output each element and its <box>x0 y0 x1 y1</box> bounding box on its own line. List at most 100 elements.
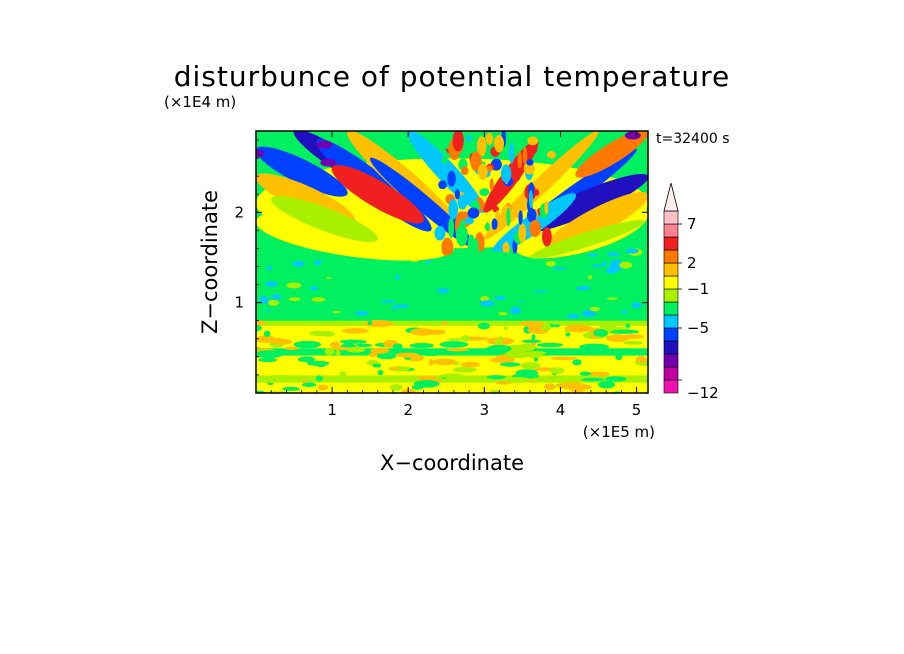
field-streak <box>432 358 457 366</box>
wave-ripple <box>509 142 515 164</box>
x-axis-title: X−coordinate <box>380 451 524 475</box>
field-streak <box>532 367 556 372</box>
wave-ripple <box>464 216 474 225</box>
field-speckle <box>621 310 629 314</box>
colorbar-label: 2 <box>687 254 697 272</box>
field-streak <box>410 328 435 336</box>
wave-ripple <box>438 180 447 190</box>
field-streak <box>531 334 536 341</box>
wave-ripple <box>491 218 498 230</box>
field-speckle <box>259 295 269 304</box>
wave-core <box>256 149 264 158</box>
field-speckle <box>479 300 495 307</box>
field-speckle <box>588 275 593 280</box>
wave-ripple <box>528 189 534 209</box>
colorbar-level <box>663 379 679 394</box>
plot-frame <box>255 130 649 394</box>
field-speckle <box>391 306 398 310</box>
colorbar-level <box>663 262 679 277</box>
colorbar-level <box>663 275 679 290</box>
wave-band <box>256 146 348 197</box>
field-speckle <box>286 282 302 289</box>
field-streak <box>271 338 285 342</box>
chart-title: disturbunce of potential temperature <box>174 60 731 93</box>
wave-band <box>484 131 599 240</box>
wave-ripple <box>518 223 527 243</box>
wave-ripple <box>457 194 468 210</box>
field-streak <box>409 342 434 349</box>
field-band <box>256 320 648 326</box>
field-speckle <box>587 253 599 257</box>
field-streak <box>440 373 464 378</box>
colorbar-level <box>663 353 679 368</box>
colorbar-level <box>663 314 679 329</box>
field-streak <box>610 329 640 334</box>
field-speckle <box>313 260 322 266</box>
field-speckle <box>510 306 521 315</box>
field-streak <box>461 335 470 342</box>
field-speckle <box>566 313 580 319</box>
field-streak <box>297 356 316 363</box>
field-streak <box>263 330 271 337</box>
field-speckle <box>607 252 620 257</box>
field-speckle <box>498 312 508 316</box>
field-streak <box>284 346 300 351</box>
field-speckle <box>575 286 591 291</box>
x-axis: 1 2 3 4 5 <box>270 131 641 419</box>
field-streak <box>324 347 335 356</box>
field-streak <box>515 369 539 377</box>
field-streak <box>370 347 390 354</box>
field-streak <box>544 383 556 391</box>
field-speckle <box>288 297 301 302</box>
wave-ripple <box>494 134 504 153</box>
field-streak <box>317 384 329 391</box>
field-streak <box>335 349 341 357</box>
wave-band <box>529 220 645 259</box>
field-speckle <box>265 281 278 287</box>
field-streak <box>256 320 266 326</box>
field-streak <box>256 350 284 359</box>
field-streak <box>390 366 400 371</box>
field-streak <box>447 338 462 342</box>
wave-ripple <box>454 189 460 200</box>
wave-ripple <box>448 217 455 239</box>
colorbar: −12−5−127 <box>663 182 719 402</box>
y-tick-label: 1 <box>234 294 244 312</box>
field-speckle <box>265 309 271 312</box>
field-streak <box>490 389 502 393</box>
field-streak <box>587 371 610 377</box>
field-streak <box>452 366 477 373</box>
field-speckle <box>545 260 556 267</box>
field-streak <box>411 385 424 390</box>
field-streak <box>372 363 382 368</box>
field-streak <box>579 343 610 351</box>
field-streak <box>519 320 546 327</box>
field-streak <box>441 320 448 326</box>
field-speckle <box>480 295 490 302</box>
field-speckle <box>436 288 450 294</box>
wave-ripple <box>526 208 537 223</box>
field-streak <box>579 320 609 326</box>
field-streak <box>282 386 300 391</box>
wave-ripple <box>476 136 487 157</box>
wave-ripple <box>441 155 448 165</box>
field-streak <box>536 342 564 348</box>
colorbar-level <box>663 223 679 238</box>
field-streak <box>494 340 503 345</box>
colorbar-level <box>663 327 679 342</box>
field-speckle <box>625 248 639 254</box>
field-streak <box>355 343 372 348</box>
field-streak <box>332 347 352 351</box>
field-streak <box>615 354 623 361</box>
field-streak <box>599 322 617 331</box>
wave-core <box>624 131 641 140</box>
field-streak <box>389 384 403 391</box>
field-streak <box>613 350 634 355</box>
colorbar-level <box>663 340 679 355</box>
field-streak <box>562 348 587 354</box>
wave-ripple <box>526 159 534 166</box>
field-streak <box>301 382 317 387</box>
field-speckle <box>494 295 507 300</box>
field-streak <box>446 348 469 352</box>
field-streak <box>341 328 369 334</box>
